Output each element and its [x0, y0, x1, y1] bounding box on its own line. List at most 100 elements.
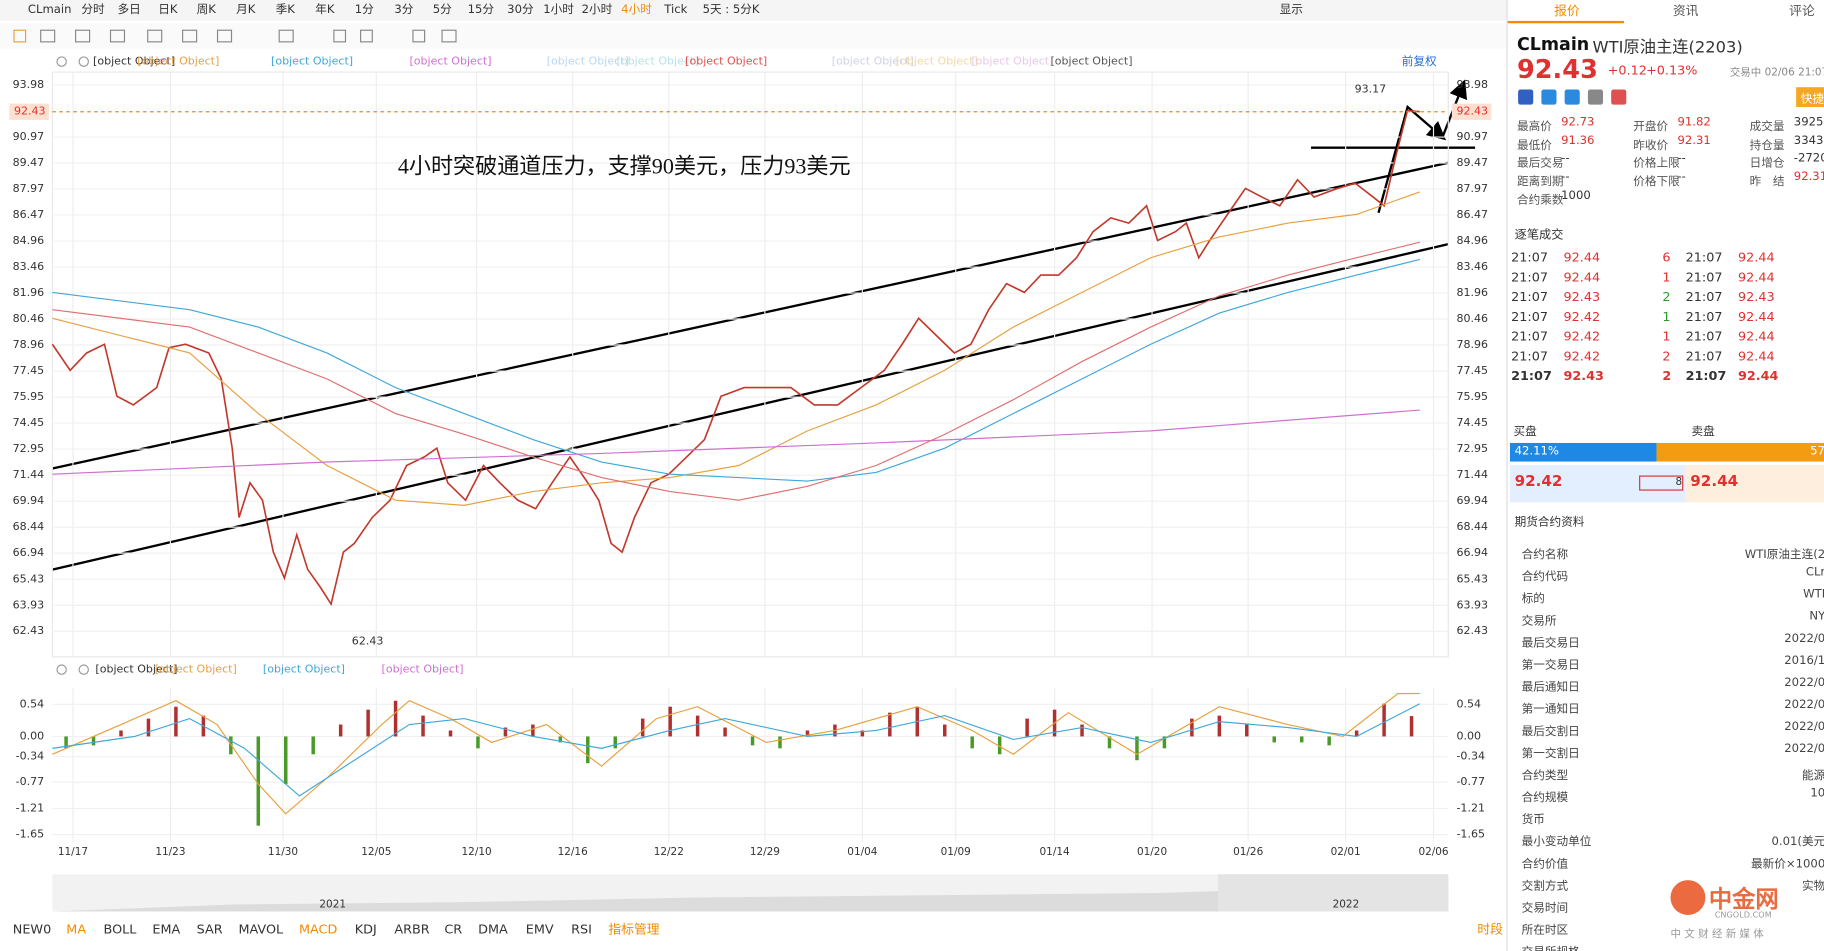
- spec-label: 合约代码: [1521, 570, 1569, 584]
- stat-value: --: [1677, 171, 1686, 184]
- panel-tab[interactable]: 资讯: [1672, 3, 1699, 19]
- macd-bar: [146, 718, 151, 737]
- spec-value: 10: [1810, 787, 1824, 800]
- x-tick-label: 12/29: [750, 846, 780, 858]
- adjust-label[interactable]: 前复权: [1402, 54, 1437, 68]
- y-tick-label: 89.47: [13, 156, 45, 169]
- y-tick-label: 66.94: [1456, 546, 1488, 559]
- indicator-tab[interactable]: EMA: [152, 923, 180, 938]
- display-menu[interactable]: 显示: [1280, 2, 1303, 16]
- legend-icon[interactable]: [78, 664, 89, 675]
- legend-icon[interactable]: [56, 56, 67, 67]
- x-tick-label: 11/23: [155, 846, 185, 858]
- macd-bar: [1190, 718, 1194, 737]
- period-tab[interactable]: 多日: [117, 2, 140, 16]
- panel-icon[interactable]: [1518, 89, 1534, 105]
- period-tab[interactable]: 周K: [197, 2, 217, 16]
- x-tick-label: 11/30: [268, 846, 298, 858]
- y-tick-label: 90.97: [13, 130, 45, 143]
- y-tick-label: -1.65: [16, 828, 45, 841]
- stat-value: 91.82: [1677, 116, 1711, 130]
- legend-entry: [object Object]: [832, 55, 914, 68]
- panel-icon[interactable]: [1541, 89, 1557, 105]
- indicator-tab[interactable]: CR: [444, 923, 462, 938]
- navigator-window[interactable]: [1217, 874, 1449, 912]
- spec-label: 最后交易日: [1521, 637, 1580, 650]
- period-tab[interactable]: 季K: [276, 2, 296, 16]
- panel-tab[interactable]: 评论: [1789, 3, 1815, 19]
- indicator-tab[interactable]: EMV: [526, 923, 554, 938]
- indicator-tab[interactable]: NEW0: [13, 923, 51, 938]
- spec-value: 能源: [1801, 769, 1824, 783]
- sell-pct: 57: [1810, 445, 1824, 459]
- period-tab[interactable]: 30分: [507, 2, 534, 16]
- spec-label: 交割方式: [1521, 880, 1569, 893]
- period-tab[interactable]: 1小时: [543, 2, 574, 16]
- panel-tab[interactable]: 报价: [1554, 3, 1580, 19]
- period-tab[interactable]: 分时: [81, 2, 105, 16]
- panel-icon[interactable]: [1611, 89, 1627, 105]
- stat-label: 昨 结: [1749, 175, 1785, 189]
- period-tab[interactable]: 日K: [158, 2, 178, 16]
- trade-cell: 92.44: [1737, 309, 1775, 325]
- macd-bar: [256, 736, 261, 826]
- period-menu[interactable]: 时段: [1477, 923, 1503, 938]
- legend-icon[interactable]: [56, 664, 67, 675]
- last-price-label: 92.43: [14, 105, 46, 118]
- trade-cell: 21:07: [1685, 329, 1723, 345]
- trade-cell: 21:07: [1511, 368, 1552, 384]
- drawing-toolbar: [0, 23, 1507, 49]
- stat-value: 92.31: [1677, 134, 1711, 148]
- period-tab[interactable]: 15分: [468, 2, 495, 16]
- quick-button[interactable]: 快捷: [1796, 87, 1824, 107]
- y-tick-label: 65.43: [1456, 572, 1488, 585]
- panel-icon[interactable]: [1564, 89, 1580, 105]
- period-tab[interactable]: 月K: [236, 2, 256, 16]
- macd-bar: [943, 724, 947, 737]
- legend-icon[interactable]: [78, 56, 89, 67]
- period-tab[interactable]: 3分: [394, 2, 413, 16]
- indicator-tab[interactable]: ARBR: [394, 923, 429, 938]
- indicator-tab[interactable]: SAR: [197, 923, 223, 938]
- macd-bar: [91, 736, 96, 746]
- macd-bar: [1162, 736, 1167, 749]
- panel-change-pct: +0.13%: [1646, 62, 1698, 78]
- period-tab[interactable]: 4小时: [621, 2, 652, 16]
- stat-label: 昨收价: [1633, 139, 1669, 152]
- period-tab[interactable]: 1分: [355, 2, 374, 16]
- spec-value: 2022/0: [1784, 676, 1824, 690]
- indicator-tab[interactable]: MAVOL: [238, 923, 284, 938]
- period-tab[interactable]: 5天 : 5分K: [703, 2, 760, 16]
- panel-symbol: CLmain: [1516, 33, 1590, 55]
- indicator-tab[interactable]: KDJ: [355, 923, 377, 938]
- ma-line: [52, 258, 1420, 482]
- indicator-tab[interactable]: MA: [66, 923, 86, 938]
- y-tick-label: 80.46: [1456, 312, 1488, 325]
- ma-line: [52, 409, 1420, 475]
- spec-label: 合约名称: [1521, 548, 1569, 562]
- period-tab[interactable]: 5分: [433, 2, 452, 16]
- stat-label: 日增仓: [1749, 157, 1785, 171]
- macd-bar: [1409, 716, 1414, 737]
- panel-icon[interactable]: [1587, 89, 1604, 105]
- trade-cell: 2: [1662, 368, 1672, 384]
- y-tick-label: 69.94: [1456, 494, 1488, 507]
- indicator-tab[interactable]: MACD: [299, 923, 337, 938]
- period-tab[interactable]: 年K: [315, 2, 335, 16]
- period-tab[interactable]: Tick: [663, 2, 687, 16]
- macd-bar: [393, 700, 398, 737]
- indicator-tab[interactable]: DMA: [478, 923, 508, 938]
- indicator-tab[interactable]: RSI: [571, 923, 592, 938]
- indicator-tab[interactable]: BOLL: [104, 923, 138, 938]
- panel-change: +0.12: [1607, 62, 1647, 78]
- symbol[interactable]: CLmain: [28, 2, 72, 16]
- trade-cell: 21:07: [1511, 348, 1549, 364]
- trade-cell: 21:07: [1685, 348, 1723, 364]
- x-tick-label: 02/06: [1418, 846, 1448, 858]
- macd-bar: [119, 730, 123, 737]
- legend-entry: [object Object]: [409, 55, 491, 68]
- trade-cell: 21:07: [1685, 289, 1723, 305]
- period-tab[interactable]: 2小时: [582, 2, 613, 16]
- indicator-tab[interactable]: 指标管理: [608, 923, 659, 938]
